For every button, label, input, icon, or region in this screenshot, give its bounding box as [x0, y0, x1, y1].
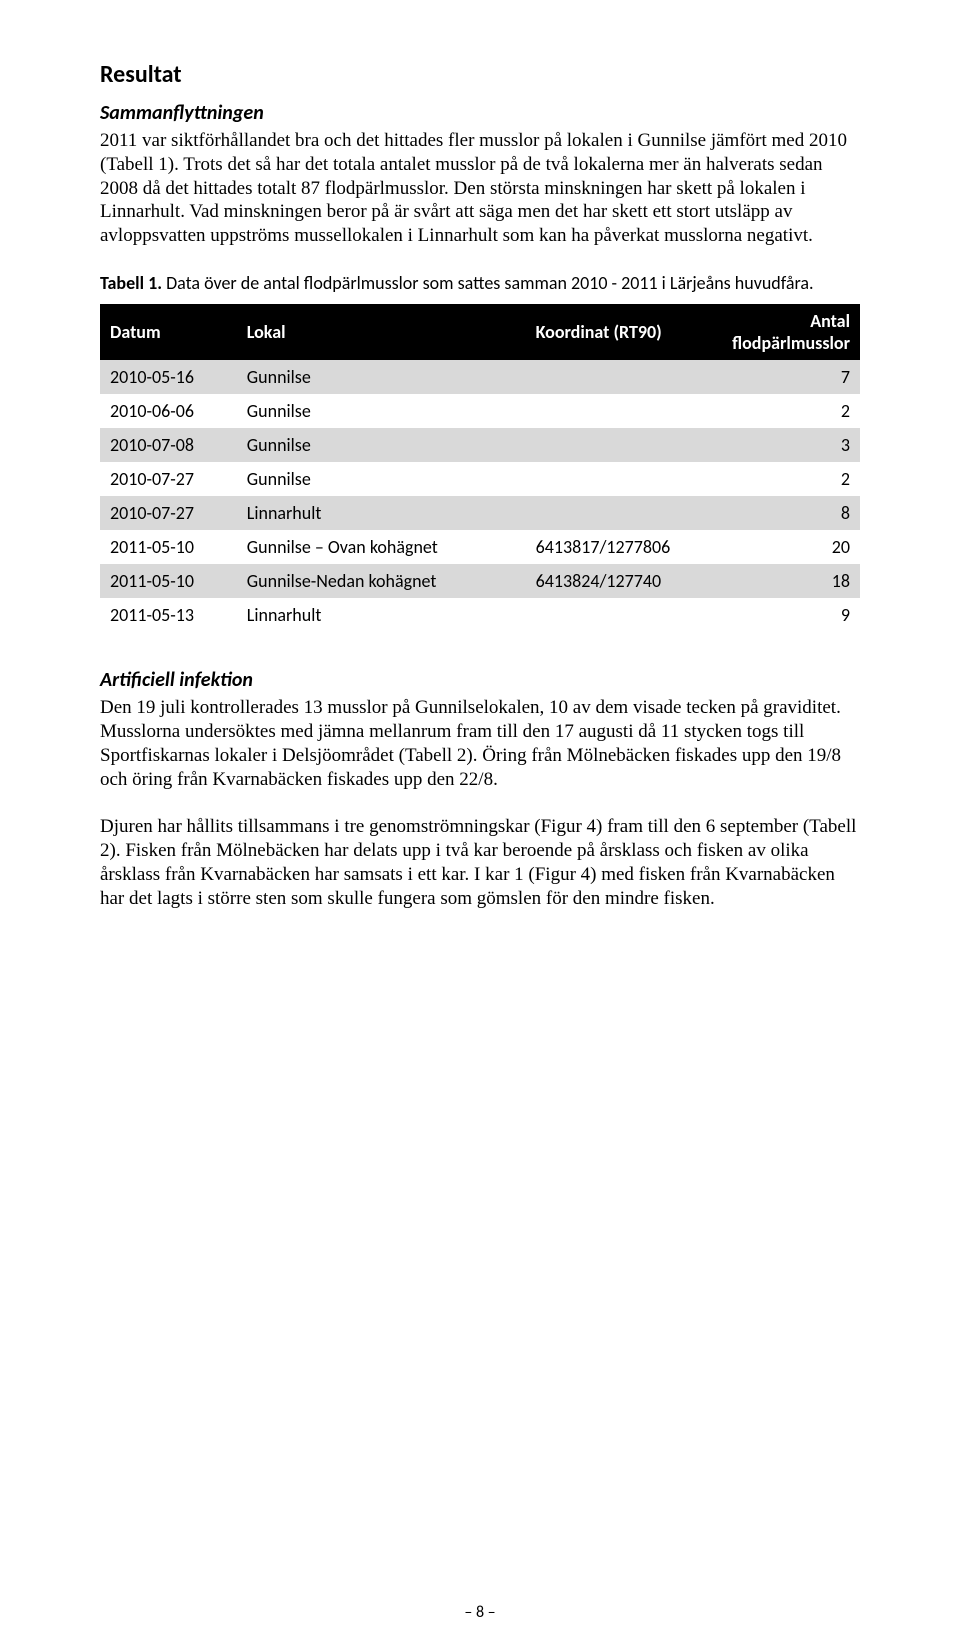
table-header-cell: Antal flodpärlmusslor — [708, 304, 860, 360]
table-cell: Linnarhult — [237, 496, 526, 530]
table-row: 2011-05-10Gunnilse – Ovan kohägnet641381… — [100, 530, 860, 564]
table-cell: 6413817/1277806 — [526, 530, 708, 564]
table-cell: 2010-07-08 — [100, 428, 237, 462]
paragraph-artificiell-1: Den 19 juli kontrollerades 13 musslor på… — [100, 696, 860, 791]
page: Resultat Sammanflyttningen 2011 var sikt… — [0, 0, 960, 1650]
page-number: – 8 – — [0, 1603, 960, 1622]
table-header-cell: Koordinat (RT90) — [526, 304, 708, 360]
table-header-row: DatumLokalKoordinat (RT90)Antal flodpärl… — [100, 304, 860, 360]
table-cell — [526, 598, 708, 632]
paragraph-artificiell-2: Djuren har hållits tillsammans i tre gen… — [100, 815, 860, 910]
table-cell: 2011-05-13 — [100, 598, 237, 632]
table1-caption-label: Tabell 1. — [100, 272, 162, 294]
table-cell — [526, 394, 708, 428]
table-cell: 2011-05-10 — [100, 564, 237, 598]
paragraph-sammanflyttningen: 2011 var siktförhållandet bra och det hi… — [100, 129, 860, 248]
table-cell: 2010-07-27 — [100, 496, 237, 530]
table-header-cell: Datum — [100, 304, 237, 360]
table-cell: 18 — [708, 564, 860, 598]
table1: DatumLokalKoordinat (RT90)Antal flodpärl… — [100, 304, 860, 632]
table-cell — [526, 496, 708, 530]
table-row: 2010-06-06Gunnilse 2 — [100, 394, 860, 428]
table-cell: 2010-05-16 — [100, 360, 237, 394]
table1-caption-text: Data över de antal flodpärlmusslor som s… — [162, 272, 814, 294]
table-row: 2010-07-08Gunnilse 3 — [100, 428, 860, 462]
table-row: 2011-05-13Linnarhult 9 — [100, 598, 860, 632]
section-title: Resultat — [100, 60, 860, 89]
table-cell: 3 — [708, 428, 860, 462]
table-cell: Linnarhult — [237, 598, 526, 632]
table-cell: Gunnilse — [237, 394, 526, 428]
table-cell — [526, 462, 708, 496]
table-cell: 2010-06-06 — [100, 394, 237, 428]
table-cell: 2010-07-27 — [100, 462, 237, 496]
table-row: 2010-07-27Gunnilse 2 — [100, 462, 860, 496]
table-cell: 8 — [708, 496, 860, 530]
table-cell: Gunnilse — [237, 462, 526, 496]
table-header-cell: Lokal — [237, 304, 526, 360]
table-row: 2011-05-10Gunnilse-Nedan kohägnet6413824… — [100, 564, 860, 598]
table-cell — [526, 428, 708, 462]
subsection-title-sammanflyttningen: Sammanflyttningen — [100, 101, 860, 125]
table-cell: Gunnilse — [237, 428, 526, 462]
table-cell: 2011-05-10 — [100, 530, 237, 564]
subsection-title-artificiell-infektion: Artificiell infektion — [100, 668, 860, 692]
table-cell: 2 — [708, 394, 860, 428]
table-cell: Gunnilse – Ovan kohägnet — [237, 530, 526, 564]
table-cell: Gunnilse-Nedan kohägnet — [237, 564, 526, 598]
table-cell: 6413824/127740 — [526, 564, 708, 598]
table1-caption: Tabell 1. Data över de antal flodpärlmus… — [100, 272, 860, 295]
table-cell: 9 — [708, 598, 860, 632]
table-cell: Gunnilse — [237, 360, 526, 394]
table-cell: 2 — [708, 462, 860, 496]
table-row: 2010-05-16Gunnilse 7 — [100, 360, 860, 394]
table-cell: 7 — [708, 360, 860, 394]
table-cell — [526, 360, 708, 394]
table-cell: 20 — [708, 530, 860, 564]
table-row: 2010-07-27Linnarhult 8 — [100, 496, 860, 530]
